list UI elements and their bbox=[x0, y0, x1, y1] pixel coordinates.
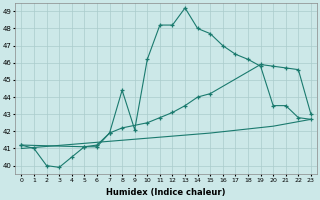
X-axis label: Humidex (Indice chaleur): Humidex (Indice chaleur) bbox=[107, 188, 226, 197]
